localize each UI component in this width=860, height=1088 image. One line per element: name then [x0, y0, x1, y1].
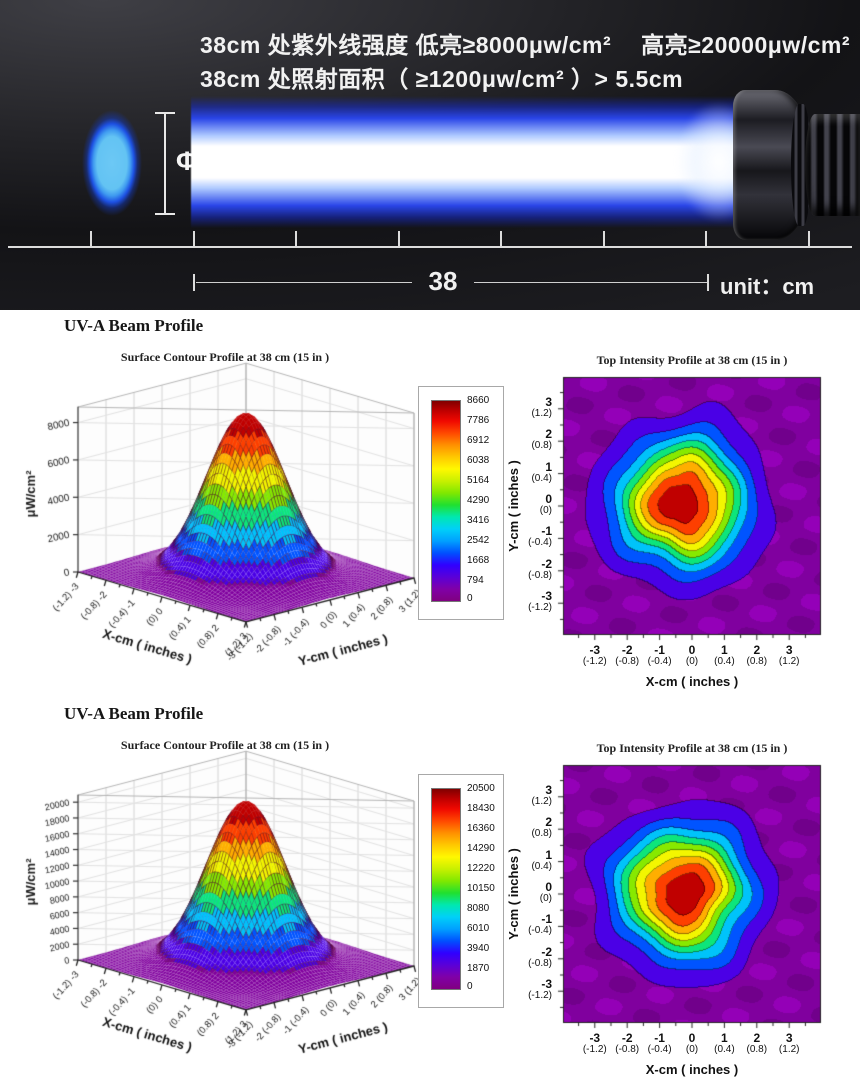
- heatmap-y-axis-label: Y-cm ( inches ): [506, 460, 521, 552]
- flashlight-icon: [733, 90, 860, 240]
- heatmap-x-tick-label: 1 (0.4): [714, 1031, 735, 1055]
- colorbar-level-label: 3940: [467, 942, 490, 954]
- colorbar-level-label: 14290: [467, 842, 495, 854]
- colorbar-level-label: 1870: [467, 962, 490, 974]
- ruler: [8, 246, 852, 248]
- distance-cap-right: [707, 274, 709, 291]
- diameter-dimension-cap-bottom: [155, 213, 175, 215]
- beam-spot-icon: [82, 110, 142, 216]
- beam-profile-section-2: UV-A Beam Profile Surface Contour Profil…: [0, 698, 860, 1088]
- colorbar-gradient: [431, 788, 461, 990]
- colorbar-level-label: 12220: [467, 862, 495, 874]
- colorbar-level-label: 18430: [467, 802, 495, 814]
- colorbar-level-label: 1668: [467, 554, 490, 566]
- heatmap-y-tick-label: -3 (-1.2): [528, 589, 552, 614]
- heatmap-y-tick-label: 3 (1.2): [531, 782, 552, 807]
- colorbar-level-label: 0: [467, 593, 473, 604]
- colorbar-level-label: 4290: [467, 494, 490, 506]
- heatmap-x-tick-label: 0 (0): [685, 643, 699, 667]
- colorbar-level-label: 3416: [467, 514, 490, 526]
- heatmap-x-axis-label: X-cm ( inches ): [645, 674, 739, 689]
- colorbar-level-label: 10150: [467, 882, 495, 894]
- beam-profile-section-1: UV-A Beam Profile Surface Contour Profil…: [0, 310, 860, 700]
- heatmap-x-tick-label: 3 (1.2): [778, 643, 800, 667]
- heatmap-x-tick-label: 0 (0): [685, 1031, 699, 1055]
- heatmap-y-tick-label: 2 (0.8): [531, 427, 552, 452]
- colorbar-level-label: 0: [467, 981, 473, 992]
- surface-chart-canvas: [20, 362, 420, 698]
- heatmap-y-tick-label: -2 (-0.8): [528, 556, 552, 581]
- heatmap-x-tick-label: 2 (0.8): [746, 1031, 768, 1055]
- heatmap-x-tick-label: 2 (0.8): [746, 643, 768, 667]
- heatmap-y-tick-label: -2 (-0.8): [528, 944, 552, 969]
- spec-line-1-left: 38cm 处紫外线强度 低亮≥8000μw/cm²: [200, 32, 612, 58]
- heatmap-x-tick-label: 3 (1.2): [778, 1031, 800, 1055]
- heatmap-x-tick-label: -1 (-0.4): [647, 643, 672, 667]
- surface-chart-canvas: [20, 750, 420, 1086]
- surface-chart-title: Surface Contour Profile at 38 cm (15 in …: [120, 738, 330, 752]
- heatmap-y-tick-label: -1 (-0.4): [528, 912, 552, 937]
- heatmap-chart-title: Top Intensity Profile at 38 cm (15 in ): [596, 741, 788, 755]
- ruler-tick: [295, 231, 297, 246]
- heatmap-x-tick-label: -3 (-1.2): [582, 1031, 607, 1055]
- heatmap-canvas: [554, 762, 826, 1030]
- ruler-tick: [705, 231, 707, 246]
- colorbar-level-label: 7786: [467, 414, 490, 426]
- heatmap-x-tick-label: -2 (-0.8): [615, 1031, 640, 1055]
- distance-line-left: [196, 282, 412, 283]
- colorbar-level-label: 8660: [467, 395, 490, 406]
- distance-cap-left: [193, 274, 195, 291]
- heatmap-y-tick-label: 0 (0): [539, 880, 552, 904]
- colorbar-level-label: 794: [467, 574, 484, 586]
- spec-line-1: 38cm 处紫外线强度 低亮≥8000μw/cm² 高亮≥20000μw/cm²: [200, 26, 850, 60]
- heatmap-y-tick-label: 1 (0.4): [531, 459, 552, 484]
- colorbar-gradient: [431, 400, 461, 602]
- ruler-tick: [398, 231, 400, 246]
- diameter-dimension-cap-top: [155, 112, 175, 114]
- heatmap-chart-title: Top Intensity Profile at 38 cm (15 in ): [596, 353, 788, 367]
- distance-value: 38: [428, 266, 458, 296]
- section-heading: UV-A Beam Profile: [64, 316, 204, 335]
- heatmap-x-tick-label: -2 (-0.8): [615, 643, 640, 667]
- ruler-tick: [500, 231, 502, 246]
- uv-beam: [191, 96, 742, 228]
- ruler-tick: [193, 231, 195, 246]
- colorbar-level-label: 2542: [467, 534, 490, 546]
- heatmap-x-tick-label: -3 (-1.2): [582, 643, 607, 667]
- heatmap-y-tick-label: -3 (-1.2): [528, 977, 552, 1002]
- heatmap-y-axis-label: Y-cm ( inches ): [506, 848, 521, 940]
- heatmap-y-tick-label: 2 (0.8): [531, 815, 552, 840]
- colorbar-level-label: 8080: [467, 902, 490, 914]
- colorbar-level-label: 5164: [467, 474, 490, 486]
- heatmap-y-tick-label: 0 (0): [539, 492, 552, 516]
- section-heading: UV-A Beam Profile: [64, 704, 204, 723]
- colorbar-level-label: 20500: [467, 783, 495, 794]
- heatmap-x-axis-label: X-cm ( inches ): [645, 1062, 739, 1077]
- colorbar-level-label: 6038: [467, 454, 490, 466]
- spec-line-2: 38cm 处照射面积（ ≥1200μw/cm² ）> 5.5cm: [200, 66, 684, 92]
- heatmap-y-tick-label: 3 (1.2): [531, 394, 552, 419]
- colorbar-level-label: 6912: [467, 434, 490, 446]
- diameter-dimension-line: [164, 113, 166, 214]
- colorbar-legend: 0 794 1668 2542 3416 4290 5164 6038 6912 7786 8660: [418, 386, 504, 620]
- heatmap-y-tick-label: 1 (0.4): [531, 847, 552, 872]
- unit-label: unit：cm: [720, 274, 815, 299]
- heatmap-canvas: [554, 374, 826, 642]
- surface-chart-title: Surface Contour Profile at 38 cm (15 in …: [120, 350, 330, 364]
- ruler-tick: [808, 231, 810, 246]
- flashlight-barrel: [805, 114, 860, 216]
- ruler-tick: [90, 231, 92, 246]
- heatmap-x-tick-label: 1 (0.4): [714, 643, 735, 667]
- heatmap-y-tick-label: -1 (-0.4): [528, 524, 552, 549]
- distance-line-right: [474, 282, 707, 283]
- colorbar-level-label: 6010: [467, 922, 490, 934]
- banner: 38cm 处紫外线强度 低亮≥8000μw/cm² 高亮≥20000μw/cm² …: [0, 0, 860, 310]
- ruler-tick: [603, 231, 605, 246]
- heatmap-x-tick-label: -1 (-0.4): [647, 1031, 672, 1055]
- colorbar-level-label: 16360: [467, 822, 495, 834]
- spec-line-1-right: 高亮≥20000μw/cm²: [641, 32, 850, 58]
- colorbar-legend: 0 1870 3940 6010 8080 10150 12220 14290 16360 184…: [418, 774, 504, 1008]
